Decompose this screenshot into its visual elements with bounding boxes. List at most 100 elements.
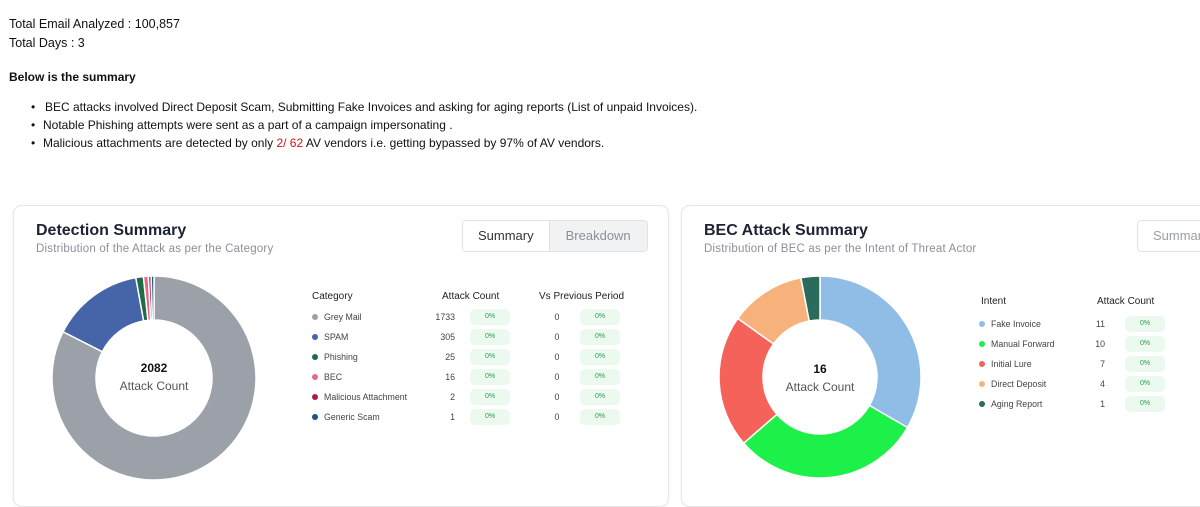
change-badge: 0% <box>470 369 510 385</box>
bullet-item: BEC attacks involved Direct Deposit Scam… <box>31 98 698 116</box>
attack-count-value: 1 <box>450 412 455 422</box>
category-label: Phishing <box>312 352 358 362</box>
summary-tab[interactable]: Summar <box>1138 221 1200 251</box>
intent-color-dot <box>979 380 985 387</box>
category-name: Malicious Attachment <box>324 392 408 402</box>
total-email-analyzed: Total Email Analyzed : 100,857 <box>9 17 180 31</box>
intent-color-dot <box>979 400 985 407</box>
bullet-item: Malicious attachments are detected by on… <box>31 134 697 152</box>
intent-name: Aging Report <box>991 399 1043 409</box>
attack-count-value: 1 <box>1100 399 1105 409</box>
category-name: SPAM <box>324 332 349 342</box>
card-title: BEC Attack Summary <box>704 222 868 239</box>
previous-period-value: 0 <box>554 412 560 422</box>
attack-count-value: 2 <box>450 392 455 402</box>
intent-name: Initial Lure <box>991 359 1032 369</box>
category-color-dot <box>312 333 318 340</box>
attack-count-value: 7 <box>1100 359 1105 369</box>
breakdown-tab[interactable]: Breakdown <box>548 221 647 251</box>
attack-count-value: 1733 <box>435 312 455 322</box>
bullet-text: Notable Phishing attempts were sent as a… <box>43 118 453 132</box>
category-label: Generic Scam <box>312 412 380 422</box>
change-badge: 0% <box>580 309 620 325</box>
view-toggle: Summary Breakdown <box>462 220 648 252</box>
change-badge: 0% <box>470 409 510 425</box>
bullet-text: AV vendors i.e. getting bypassed by 97% … <box>303 136 605 150</box>
change-badge: 0% <box>580 329 620 345</box>
bec-total-label: Attack Count <box>785 380 855 394</box>
intent-color-dot <box>979 320 985 327</box>
change-badge: 0% <box>470 389 510 405</box>
donut-slice[interactable] <box>150 275 155 321</box>
change-badge: 0% <box>470 309 510 325</box>
donut-slice[interactable] <box>51 275 257 481</box>
change-badge: 0% <box>470 329 510 345</box>
card-title: Detection Summary <box>36 222 187 239</box>
intent-label: Aging Report <box>979 399 1042 409</box>
category-name: BEC <box>324 372 343 382</box>
column-header-attack-count: Attack Count <box>442 291 500 302</box>
change-badge: 0% <box>1125 356 1165 372</box>
previous-period-value: 0 <box>554 372 560 382</box>
change-badge: 0% <box>580 349 620 365</box>
attack-count-value: 11 <box>1095 319 1105 329</box>
attack-count-value: 25 <box>445 352 455 362</box>
category-name: Phishing <box>324 352 358 362</box>
attack-count-value: 4 <box>1100 379 1105 389</box>
intent-label: Manual Forward <box>979 339 1055 349</box>
category-name: Generic Scam <box>324 412 380 422</box>
bec-attack-summary-card: BEC Attack Summary Distribution of BEC a… <box>681 205 1200 507</box>
column-header-attack-count: Attack Count <box>1097 296 1155 307</box>
change-badge: 0% <box>1125 316 1165 332</box>
donut-slice[interactable] <box>800 275 821 322</box>
change-badge: 0% <box>580 389 620 405</box>
attack-count-value: 10 <box>1095 339 1105 349</box>
change-badge: 0% <box>580 369 620 385</box>
intent-name: Manual Forward <box>991 339 1055 349</box>
previous-period-value: 0 <box>554 352 560 362</box>
bullet-item: Notable Phishing attempts were sent as a… <box>31 116 697 134</box>
card-subtitle: Distribution of BEC as per the Intent of… <box>704 243 977 255</box>
bec-total-value: 16 <box>813 362 827 376</box>
column-header-vs-previous: Vs Previous Period <box>539 291 625 302</box>
intent-name: Direct Deposit <box>991 379 1047 389</box>
view-toggle: Summar <box>1137 220 1200 252</box>
summary-bullets: BEC attacks involved Direct Deposit Scam… <box>31 98 698 152</box>
previous-period-value: 0 <box>554 392 560 402</box>
category-label: Grey Mail <box>312 312 362 322</box>
summary-heading: Below is the summary <box>9 70 136 84</box>
total-days: Total Days : 3 <box>9 36 85 50</box>
category-label: SPAM <box>312 332 348 342</box>
intent-label: Initial Lure <box>979 359 1032 369</box>
intent-color-dot <box>979 340 985 347</box>
category-color-dot <box>312 373 318 380</box>
change-badge: 0% <box>1125 396 1165 412</box>
attack-count-value: 305 <box>440 332 455 342</box>
card-subtitle: Distribution of the Attack as per the Ca… <box>36 243 274 255</box>
change-badge: 0% <box>580 409 620 425</box>
summary-tab[interactable]: Summary <box>463 221 549 251</box>
category-color-dot <box>312 413 318 420</box>
detection-total-label: Attack Count <box>119 379 189 393</box>
bullet-text: Malicious attachments are detected by on… <box>43 136 277 150</box>
category-label: Malicious Attachment <box>312 392 407 402</box>
bullet-text: BEC attacks involved Direct Deposit Scam… <box>45 100 698 114</box>
change-badge: 0% <box>470 349 510 365</box>
intent-label: Direct Deposit <box>979 379 1046 389</box>
previous-period-value: 0 <box>554 312 560 322</box>
category-label: BEC <box>312 372 342 382</box>
intent-color-dot <box>979 360 985 367</box>
detection-summary-card: Detection Summary Distribution of the At… <box>13 205 669 507</box>
previous-period-value: 0 <box>554 332 560 342</box>
donut-slice[interactable] <box>742 404 909 479</box>
detection-donut-chart <box>51 275 257 481</box>
column-header-intent: Intent <box>981 296 1007 307</box>
change-badge: 0% <box>1125 376 1165 392</box>
category-color-dot <box>312 353 318 360</box>
category-color-dot <box>312 313 318 320</box>
bec-donut-chart <box>718 275 922 479</box>
donut-slice[interactable] <box>819 275 922 429</box>
attack-count-value: 16 <box>445 372 455 382</box>
category-color-dot <box>312 393 318 400</box>
column-header-category: Category <box>312 291 353 302</box>
